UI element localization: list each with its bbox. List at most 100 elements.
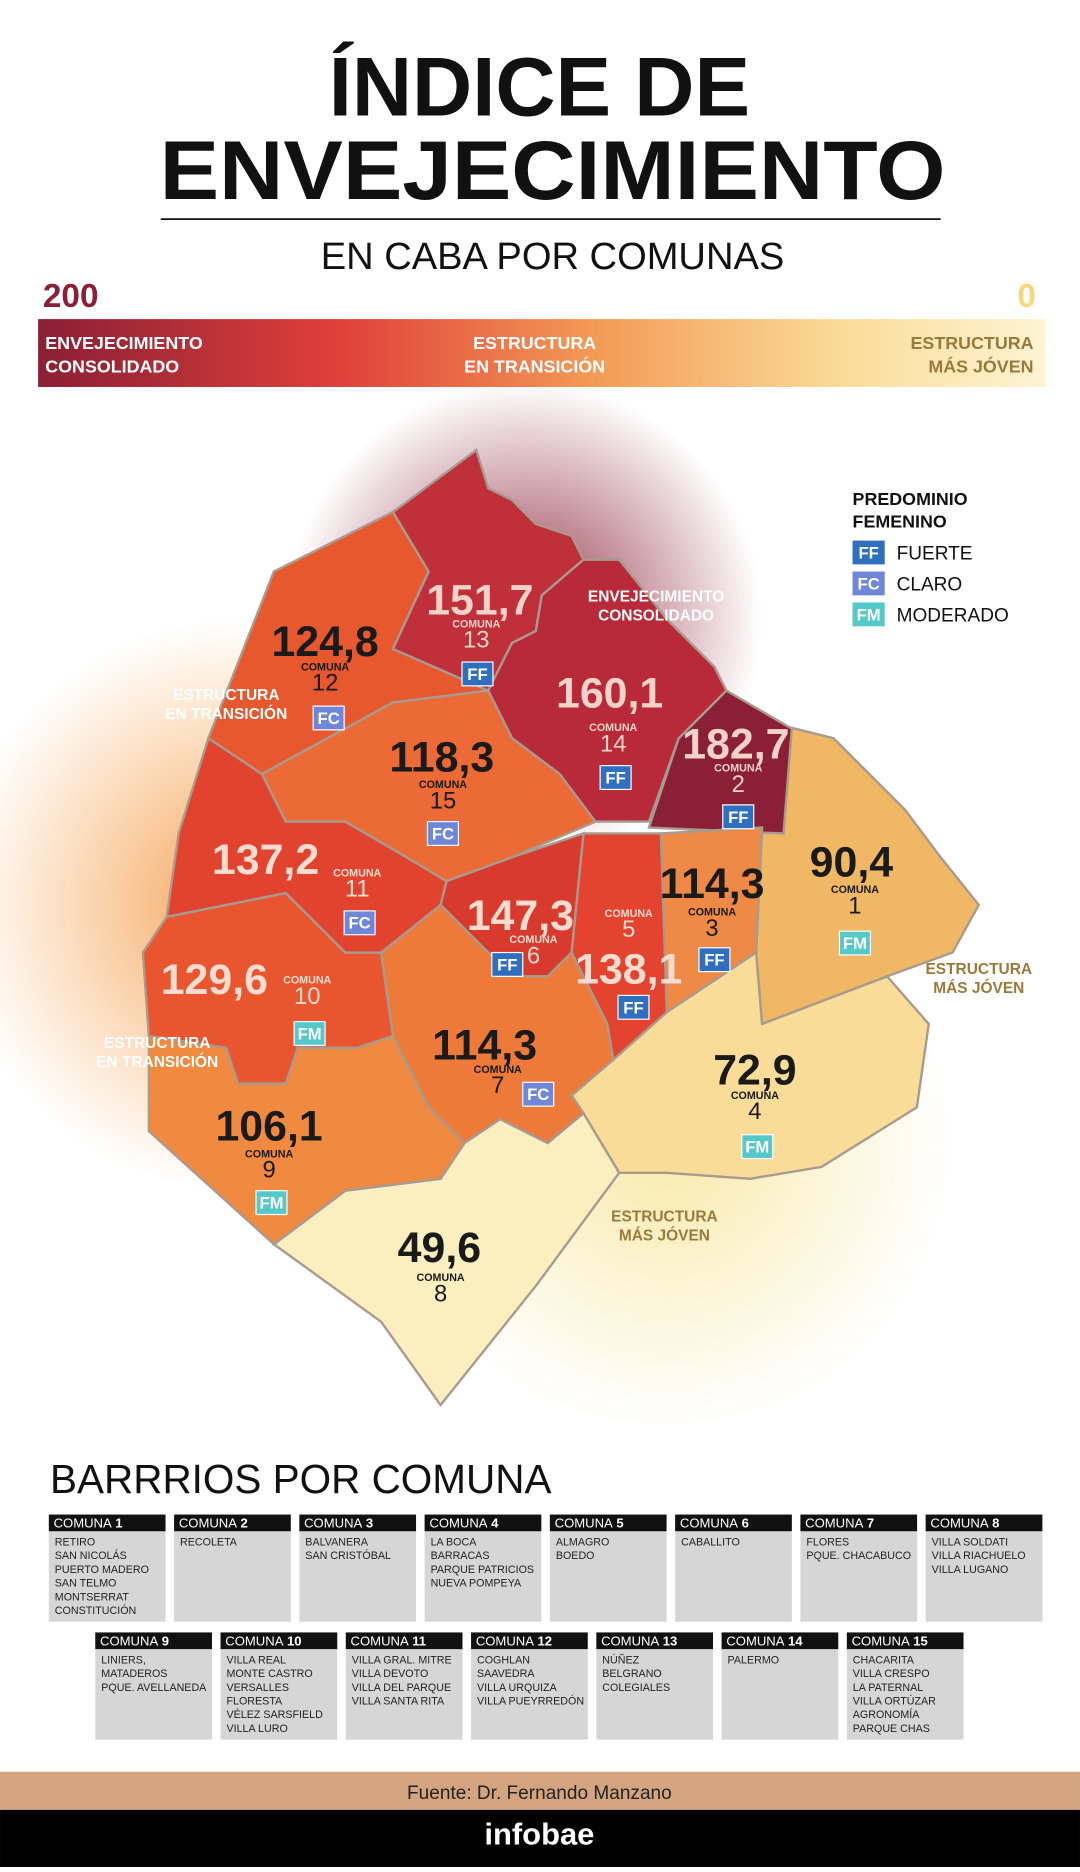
- comuna-label: COMUNA: [714, 763, 762, 775]
- scale-max: 200: [43, 278, 99, 315]
- comuna-value: 90,4: [810, 838, 894, 886]
- legend-title: FEMENINO: [853, 511, 947, 531]
- barrio-title-word: COMUNA: [476, 1634, 534, 1649]
- barrio-name: VILLA CRESPO: [853, 1668, 930, 1680]
- barrio-header: [596, 1632, 714, 1650]
- scale-label: EN TRANSICIÓN: [464, 356, 605, 377]
- legend-swatch: [852, 571, 885, 596]
- barrio-header: [675, 1514, 792, 1532]
- barrio-name: FLORES: [806, 1537, 849, 1549]
- badge-code: FC: [349, 914, 371, 933]
- barrio-title: COMUNA 15: [852, 1634, 928, 1649]
- badge-code: FM: [298, 1024, 322, 1043]
- comuna-value: 160,1: [556, 669, 663, 717]
- barrio-header: [846, 1632, 964, 1650]
- barrio-title: COMUNA 10: [225, 1634, 301, 1649]
- barrio-title-word: COMUNA: [179, 1516, 237, 1531]
- barrio-box: [596, 1632, 714, 1740]
- comuna-number: 8: [434, 1280, 447, 1307]
- comuna-label: COMUNA: [283, 975, 331, 987]
- comuna-number: 14: [600, 730, 626, 757]
- badge: [722, 804, 755, 830]
- badge-code: FF: [467, 665, 487, 684]
- barrio-name: BOEDO: [556, 1550, 595, 1562]
- badge-code: FF: [623, 998, 643, 1017]
- scale-label: CONSOLIDADO: [45, 357, 179, 377]
- barrio-title-number: 1: [115, 1516, 122, 1531]
- barrio-title-number: 2: [241, 1516, 248, 1531]
- barrio-name: PALERMO: [728, 1654, 780, 1666]
- barrio-title: COMUNA 2: [179, 1516, 248, 1531]
- barrio-box: [95, 1632, 212, 1740]
- comuna-value: 49,6: [398, 1224, 481, 1272]
- badge: [491, 951, 524, 977]
- legend-swatch: [852, 602, 885, 627]
- barrio-title: COMUNA 11: [351, 1634, 427, 1649]
- barrio-title-number: 5: [616, 1516, 623, 1531]
- comuna-label: COMUNA: [333, 867, 381, 879]
- barrio-box: [675, 1514, 792, 1622]
- barrio-title-word: COMUNA: [680, 1516, 738, 1531]
- source-band: [0, 1771, 1080, 1810]
- badge: [312, 705, 345, 731]
- barrio-name: LINIERS,: [101, 1654, 146, 1666]
- barrio-box: [299, 1514, 417, 1622]
- barrio-title-number: 12: [538, 1634, 553, 1649]
- barrio-name: MATADEROS: [101, 1668, 167, 1680]
- badge-code: FC: [432, 824, 454, 843]
- badge: [838, 930, 872, 956]
- title: ENVEJECIMIENTO: [160, 124, 946, 217]
- source: Fuente: Dr. Fernando Manzano: [407, 1783, 672, 1804]
- legend-label: CLARO: [897, 575, 963, 596]
- comuna-label: COMUNA: [452, 618, 500, 630]
- barrio-title-number: 14: [788, 1634, 803, 1649]
- comuna-number: 12: [312, 670, 338, 697]
- legend-swatch: [852, 540, 885, 565]
- comuna-value: 147,3: [467, 892, 574, 940]
- barrio-name: COLEGIALES: [602, 1682, 670, 1694]
- barrio-title: COMUNA 7: [805, 1516, 874, 1531]
- comuna-value: 114,3: [660, 860, 765, 908]
- barrio-header: [471, 1632, 588, 1650]
- barrio-title-number: 13: [663, 1634, 678, 1649]
- legend-title: PREDOMINIO: [853, 489, 968, 509]
- comuna-number: 2: [732, 771, 745, 798]
- comuna-area: [260, 689, 598, 883]
- barrio-header: [800, 1514, 918, 1532]
- barrio-title-word: COMUNA: [555, 1516, 613, 1531]
- barrio-title: COMUNA 4: [429, 1516, 499, 1531]
- barrio-title-number: 3: [366, 1516, 373, 1531]
- comuna-number: 15: [430, 787, 456, 814]
- badge: [255, 1190, 288, 1216]
- barrio-name: VILLA DEVOTO: [352, 1668, 429, 1680]
- barrio-name: CABALLITO: [681, 1537, 740, 1549]
- legend-code: FF: [858, 543, 878, 562]
- subtitle: EN CABA POR COMUNAS: [321, 236, 785, 278]
- comuna-value: 72,9: [713, 1047, 796, 1095]
- barrio-box: [925, 1514, 1043, 1622]
- comuna-label: COMUNA: [605, 908, 653, 920]
- barrio-box: [471, 1632, 588, 1740]
- comuna-label: COMUNA: [301, 661, 349, 673]
- comuna-number: 4: [748, 1098, 761, 1125]
- barrio-title-word: COMUNA: [225, 1634, 283, 1649]
- comuna-number: 13: [463, 627, 489, 654]
- badge-code: FF: [605, 768, 625, 787]
- badge-code: FF: [497, 955, 517, 974]
- badge-code: FC: [318, 709, 340, 728]
- barrio-title-number: 9: [162, 1634, 169, 1649]
- barrio-box: [800, 1514, 918, 1622]
- brand-band: [0, 1809, 1080, 1867]
- barrio-title: COMUNA 3: [304, 1516, 373, 1531]
- comuna-value: 118,3: [389, 734, 494, 782]
- zone-label: EN TRANSICIÓN: [165, 705, 287, 723]
- barrio-name: SAN CRISTÓBAL: [305, 1549, 391, 1562]
- comuna-number: 11: [345, 876, 370, 903]
- barrio-name: VILLA URQUIZA: [477, 1682, 558, 1694]
- comuna-number: 7: [491, 1072, 504, 1099]
- badge-code: FF: [728, 808, 748, 827]
- barrio-title-number: 15: [913, 1634, 928, 1649]
- barrio-name: NUEVA POMPEYA: [431, 1578, 522, 1590]
